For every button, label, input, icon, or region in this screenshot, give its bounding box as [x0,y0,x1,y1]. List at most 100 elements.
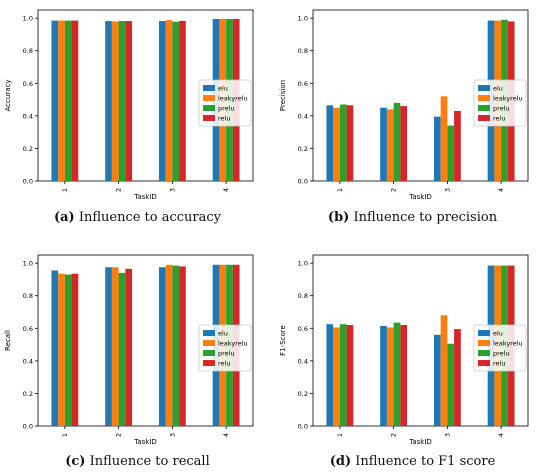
legend-swatch-prelu [203,105,215,112]
x-tick-label: 1 [61,433,69,437]
legend-label-leakyrelu: leakyrelu [493,95,523,103]
bar-elu-task-2 [105,267,112,426]
legend-swatch-prelu [478,350,490,357]
legend-label-leakyrelu: leakyrelu [218,340,248,348]
bar-leakyrelu-task-2 [386,109,394,181]
legend-box [473,79,527,127]
y-tick-label: 0.8 [23,292,33,300]
bar-relu-task-3 [179,20,186,182]
caption-text: Influence to recall [85,454,210,469]
legend-swatch-relu [203,360,215,367]
y-tick-label: 0.6 [23,325,33,333]
bar-leakyrelu-task-3 [440,96,448,181]
x-tick-label: 4 [497,188,505,192]
x-tick-label: 4 [222,188,230,192]
legend-label-prelu: prelu [493,105,510,113]
bar-leakyrelu-task-1 [58,20,65,182]
y-tick-label: 0.0 [23,423,33,431]
legend-swatch-leakyrelu [478,95,490,102]
bar-prelu-task-2 [393,102,401,181]
x-tick-label: 2 [115,188,123,192]
legend-label-leakyrelu: leakyrelu [218,95,248,103]
bar-elu-task-1 [326,105,334,181]
y-tick-label: 0.6 [298,80,308,88]
legend-label-elu: elu [218,330,228,338]
caption-recall: (c) Influence to recall [0,454,275,469]
legend-swatch-prelu [203,350,215,357]
x-tick-label: 4 [497,433,505,437]
bar-elu-task-3 [433,116,441,181]
bar-leakyrelu-task-1 [333,327,340,426]
bar-prelu-task-1 [64,274,72,426]
caption-accuracy: (a) Influence to accuracy [0,210,275,225]
caption-label: (c) [65,454,86,469]
y-tick-label: 0.0 [298,178,308,186]
y-tick-label: 0.4 [23,112,33,120]
legend-box [198,324,252,372]
bar-leakyrelu-task-1 [333,107,340,181]
x-tick-label: 2 [390,433,398,437]
y-tick-label: 0.2 [298,390,308,398]
y-tick-label: 0.4 [298,357,308,365]
bar-prelu-task-3 [172,265,180,426]
bar-prelu-task-2 [118,272,126,426]
chart-panel-recall: 0.0 0.2 0.4 0.6 0.8 1.0 Recall 1 2 3 4 TaskID elu lea… [0,236,275,473]
y-tick-label: 0.4 [23,357,33,365]
y-tick-label: 0.2 [298,145,308,153]
caption-label: (d) [329,454,352,469]
bar-relu-task-1 [346,105,354,181]
bar-elu-task-1 [326,324,334,426]
bar-relu-task-3 [454,110,461,181]
legend-swatch-elu [203,85,215,92]
legend-swatch-elu [478,330,490,337]
y-tick-label: 0.2 [23,390,33,398]
bar-relu-task-1 [71,20,79,182]
bar-elu-task-3 [158,21,166,182]
y-tick-label: 0.0 [23,178,33,186]
bar-prelu-task-1 [339,324,347,426]
bar-relu-task-2 [125,268,133,426]
legend-label-relu: relu [493,115,505,123]
bar-prelu-task-2 [118,21,126,182]
y-axis-label: Recall [4,330,12,351]
caption-text: Influence to F1 score [351,454,496,469]
bar-relu-task-2 [400,106,408,181]
legend-swatch-relu [478,360,490,367]
legend-label-relu: relu [218,115,230,123]
plot-frame [312,9,529,182]
bar-leakyrelu-task-3 [165,264,173,426]
bar-relu-task-3 [179,266,186,426]
legend-box [198,79,252,127]
caption-text: Influence to accuracy [74,210,222,225]
x-tick-label: 1 [336,433,344,437]
accuracy-chart: 0.0 0.2 0.4 0.6 0.8 1.0 Accuracy 1 2 3 4 TaskID elu l… [4,9,254,201]
bar-elu-task-3 [158,267,166,426]
legend-label-leakyrelu: leakyrelu [493,340,523,348]
legend-label-elu: elu [218,85,228,93]
bar-elu-task-2 [380,107,387,181]
y-tick-label: 0.8 [298,47,308,55]
x-tick-label: 3 [168,188,176,192]
bar-leakyrelu-task-2 [111,267,119,426]
caption-label: (b) [327,210,350,225]
y-tick-label: 0.6 [23,80,33,88]
plot-frame [37,9,254,182]
caption-label: (a) [53,210,75,225]
y-axis-label: F1-Score [279,325,287,356]
y-tick-label: 1.0 [23,15,33,23]
legend-label-prelu: prelu [218,350,235,358]
bar-elu-task-1 [51,20,59,182]
y-tick-label: 1.0 [298,260,308,268]
bar-prelu-task-3 [447,125,455,181]
bar-leakyrelu-task-2 [111,21,119,182]
y-tick-label: 0.6 [298,325,308,333]
legend-swatch-leakyrelu [478,340,490,347]
y-tick-label: 1.0 [23,260,33,268]
bar-relu-task-2 [125,21,133,182]
legend-swatch-elu [203,330,215,337]
bar-elu-task-2 [380,325,387,426]
recall-chart: 0.0 0.2 0.4 0.6 0.8 1.0 Recall 1 2 3 4 TaskID elu lea… [4,254,254,446]
legend-swatch-prelu [478,105,490,112]
bar-elu-task-2 [105,21,112,182]
y-tick-label: 0.0 [298,423,308,431]
